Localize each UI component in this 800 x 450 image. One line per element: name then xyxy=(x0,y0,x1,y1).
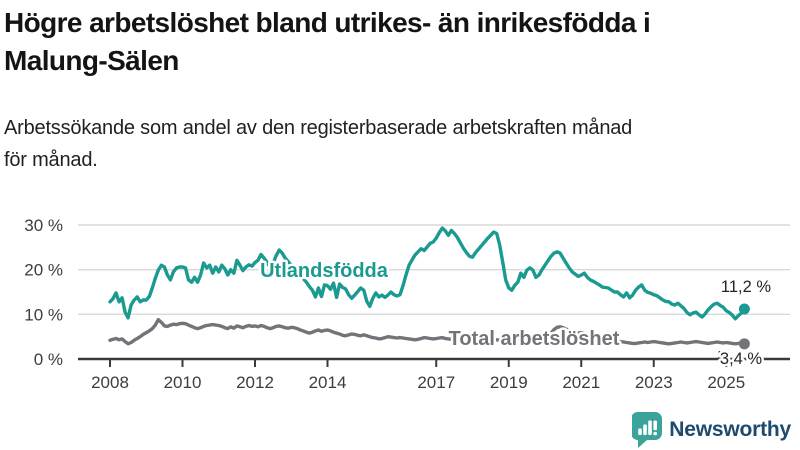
page-title-line-2: Malung-Sälen xyxy=(4,45,179,76)
x-axis-label: 2019 xyxy=(490,373,528,392)
x-axis-label: 2010 xyxy=(164,373,202,392)
newsworthy-logo[interactable]: Newsworthy xyxy=(632,412,791,448)
series-end-dot xyxy=(738,338,750,350)
y-axis-label: 0 % xyxy=(34,350,63,369)
series-line-total xyxy=(108,318,747,346)
line-chart-canvas: 0 % 10 % 20 % 30 % 2008 2010 2012 2014 2017 2019 2… xyxy=(24,216,790,392)
latest-value-label: 3,4 % xyxy=(720,350,763,368)
y-axis-label: 10 % xyxy=(24,305,63,324)
x-axis-label: 2008 xyxy=(91,373,129,392)
x-axis-label: 2023 xyxy=(635,373,673,392)
x-axis-label: 2021 xyxy=(562,373,600,392)
x-axis-label: 2012 xyxy=(236,373,274,392)
series-label: Utlandsfödda xyxy=(260,260,389,282)
y-axis-label: 30 % xyxy=(24,216,63,235)
series-label: Total arbetslöshet xyxy=(449,328,620,350)
chart-subtitle: Arbetssökande som andel av den registerb… xyxy=(4,112,796,176)
x-axis-label: 2014 xyxy=(309,373,347,392)
page-title-line-1: Högre arbetslöshet bland utrikes- än inr… xyxy=(4,7,651,38)
chart-subtitle-line-2: för månad. xyxy=(4,149,98,171)
bar-chart-speech-bubble-icon xyxy=(632,412,663,448)
page-title: Högre arbetslöshet bland utrikes- än inr… xyxy=(4,4,796,80)
latest-value-label: 11,2 % xyxy=(721,278,771,296)
x-axis-label: 2025 xyxy=(707,373,745,392)
chart-subtitle-line-1: Arbetssökande som andel av den registerb… xyxy=(4,117,633,139)
x-axis-label: 2017 xyxy=(417,373,455,392)
unemployment-line-chart: 0 % 10 % 20 % 30 % 2008 2010 2012 2014 2017 2019 2… xyxy=(0,200,800,405)
brand-name: Newsworthy xyxy=(669,418,791,441)
y-axis-label: 20 % xyxy=(24,261,63,280)
series-line-utlandsfodda xyxy=(108,226,747,321)
series-end-dot xyxy=(738,303,750,315)
